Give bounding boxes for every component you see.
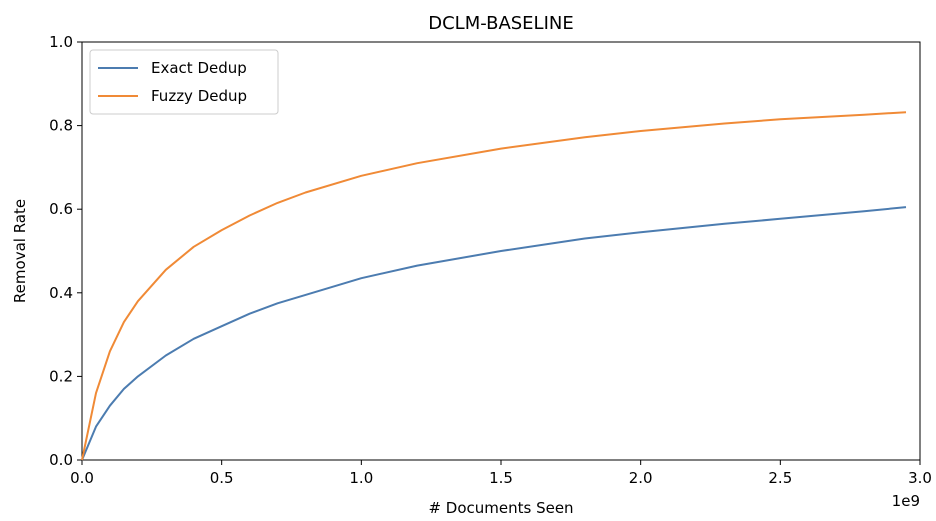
legend: Exact Dedup Fuzzy Dedup <box>89 49 279 115</box>
x-tick-label: 2.5 <box>768 469 792 487</box>
y-tick-label: 0.8 <box>49 117 73 135</box>
y-tick-label: 0.2 <box>49 367 73 385</box>
x-scale-label: 1e9 <box>892 492 920 510</box>
x-axis-title: # Documents Seen <box>428 499 573 517</box>
y-axis: 0.0 0.2 0.4 0.6 0.8 1.0 <box>49 33 82 469</box>
chart-title: DCLM-BASELINE <box>428 13 573 34</box>
x-tick-label: 0.0 <box>70 469 94 487</box>
y-tick-label: 0.4 <box>49 284 73 302</box>
series-line-1 <box>81 206 907 461</box>
x-tick-label: 1.5 <box>489 469 513 487</box>
x-tick-label: 1.0 <box>349 469 373 487</box>
legend-box <box>89 49 279 115</box>
legend-label: Exact Dedup <box>151 59 247 77</box>
x-axis: 0.0 0.5 1.0 1.5 2.0 2.5 3.0 <box>70 460 932 487</box>
x-tick-label: 3.0 <box>908 469 932 487</box>
legend-label: Fuzzy Dedup <box>151 87 247 105</box>
y-axis-title: Removal Rate <box>11 199 29 303</box>
y-tick-label: 0.0 <box>49 451 73 469</box>
series-line-2 <box>81 111 907 461</box>
x-tick-label: 0.5 <box>210 469 234 487</box>
x-tick-label: 2.0 <box>629 469 653 487</box>
y-tick-label: 1.0 <box>49 33 73 51</box>
y-tick-label: 0.6 <box>49 200 73 218</box>
series-lines <box>81 111 907 461</box>
